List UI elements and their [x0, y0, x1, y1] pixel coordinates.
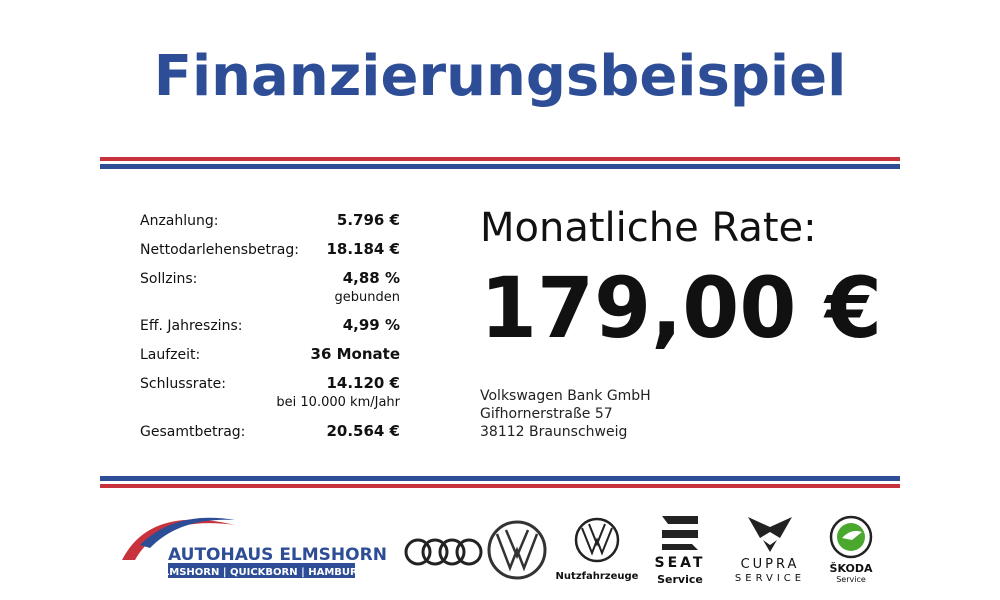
brand-label: Service [657, 573, 703, 586]
row-value: 14.120 € [326, 374, 400, 392]
row-value: 36 Monate [311, 345, 400, 363]
vw-nutzfahrzeuge-logo: Nutzfahrzeuge [556, 517, 639, 582]
row-label: Anzahlung: [140, 213, 219, 229]
rate-amount: 179,00 € [480, 259, 882, 357]
finance-table: Anzahlung: 5.796 € Nettodarlehensbetrag:… [140, 211, 401, 440]
stripe-red [100, 484, 900, 488]
row-value: 4,88 % [343, 269, 400, 287]
row-label: Schlussrate: [140, 376, 226, 392]
row-label: Sollzins: [140, 271, 197, 287]
brand-label: Nutzfahrzeuge [556, 571, 639, 582]
brand-label: SERVICE [735, 573, 805, 584]
bank-line: 38112 Braunschweig [480, 424, 627, 440]
brand-label: ŠKODA [830, 562, 873, 575]
stripe-red [100, 157, 900, 161]
dealer-locations: ELMSHORN | QUICKBORN | HAMBURG [156, 567, 366, 578]
seat-logo: SEAT Service [655, 516, 706, 586]
stripe-blue [100, 164, 900, 169]
dealer-name: AUTOHAUS ELMSHORN [168, 545, 387, 565]
row-label: Laufzeit: [140, 347, 200, 363]
brand-label: CUPRA [741, 557, 800, 572]
vw-logo [487, 520, 547, 580]
row-note: gebunden [335, 290, 400, 305]
row-value: 18.184 € [326, 240, 400, 258]
brand-label: Service [836, 575, 866, 584]
row-value: 4,99 % [343, 316, 400, 334]
skoda-logo: ŠKODA Service [830, 515, 873, 584]
brand-label: SEAT [655, 555, 706, 571]
audi-logo [404, 538, 483, 566]
row-label: Eff. Jahreszins: [140, 318, 242, 334]
stripe-blue [100, 476, 900, 481]
row-label: Nettodarlehensbetrag: [140, 242, 299, 258]
cupra-logo: CUPRA SERVICE [735, 517, 805, 584]
bank-line: Gifhornerstraße 57 [480, 406, 613, 422]
title: Finanzierungsbeispiel [154, 44, 847, 109]
row-label: Gesamtbetrag: [140, 424, 245, 440]
bank-line: Volkswagen Bank GmbH [480, 388, 651, 404]
row-value: 5.796 € [337, 211, 400, 229]
dealer-logo: AUTOHAUS ELMSHORN ELMSHORN | QUICKBORN |… [122, 517, 387, 578]
row-note: bei 10.000 km/Jahr [276, 395, 400, 410]
rate-label: Monatliche Rate: [480, 205, 817, 251]
row-value: 20.564 € [326, 422, 400, 440]
